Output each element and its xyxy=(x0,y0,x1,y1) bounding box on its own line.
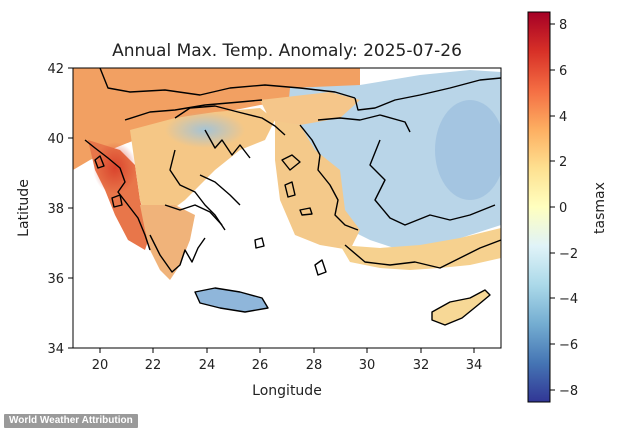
colorbar-tick-label: −2 xyxy=(559,247,578,262)
coast-cyprus xyxy=(431,289,491,326)
coast-kefalonia xyxy=(111,194,123,208)
coast-naxos xyxy=(254,237,265,249)
y-tick: 40 xyxy=(47,132,73,147)
coast-crete xyxy=(194,287,269,313)
coast-corfu xyxy=(94,155,105,169)
x-tick: 32 xyxy=(413,348,430,373)
colorbar-tick: −6 xyxy=(550,338,578,353)
x-tick-label: 28 xyxy=(306,358,323,373)
coast-marmara xyxy=(317,114,411,133)
coast-peloponnese xyxy=(149,234,206,273)
y-axis: 34 36 38 40 42 xyxy=(47,62,73,357)
coast-samos xyxy=(299,207,313,216)
colorbar-tick-label: −8 xyxy=(559,384,578,399)
y-tick-label: 40 xyxy=(47,132,64,147)
colorbar-label: tasmax xyxy=(592,182,608,234)
anomaly-east-cool xyxy=(435,100,501,200)
coast-chios xyxy=(284,181,296,198)
map-title: Annual Max. Temp. Anomaly: 2025-07-26 xyxy=(112,41,462,61)
anomaly-turkey-warm xyxy=(275,120,360,250)
colorbar-tick: 6 xyxy=(550,64,567,79)
anomaly-cyprus xyxy=(432,290,490,325)
colorbar-tick-label: 0 xyxy=(559,201,567,216)
x-tick-label: 32 xyxy=(413,358,430,373)
map-axes: 20 22 24 26 28 30 32 34 Longitude 34 36 … xyxy=(16,62,502,399)
coast-greece-east xyxy=(169,149,226,231)
colorbar-tick-label: −6 xyxy=(559,338,578,353)
x-axis: 20 22 24 26 28 30 32 34 xyxy=(92,348,483,373)
colorbar: 8 6 4 2 0 −2 −4 −6 −8 tasmax xyxy=(527,11,608,403)
colorbar-ramp xyxy=(527,11,551,403)
x-tick: 24 xyxy=(199,348,216,373)
colorbar-tick: 0 xyxy=(550,201,567,216)
anomaly-north-warm xyxy=(73,68,360,170)
coast-chalkidiki xyxy=(204,129,251,159)
colorbar-tick: −8 xyxy=(550,384,578,399)
coast-turkey-inner xyxy=(369,139,496,226)
anomaly-field xyxy=(73,68,501,325)
x-tick-label: 24 xyxy=(199,358,216,373)
colorbar-tick: 8 xyxy=(550,18,567,33)
anomaly-thrace xyxy=(260,92,360,125)
coast-lesbos xyxy=(281,154,301,171)
credit-text: World Weather Attribution xyxy=(9,415,133,426)
coast-rhodes xyxy=(314,259,327,276)
x-tick-label: 26 xyxy=(252,358,269,373)
anomaly-turkey-south xyxy=(340,228,501,270)
y-tick: 42 xyxy=(47,62,73,77)
colorbar-tick-label: 2 xyxy=(559,155,567,170)
x-tick: 22 xyxy=(145,348,162,373)
colorbar-tick: 4 xyxy=(550,110,567,125)
x-tick-label: 34 xyxy=(466,358,483,373)
y-axis-label: Latitude xyxy=(16,179,32,237)
colorbar-tick-label: −4 xyxy=(559,292,578,307)
x-axis-label: Longitude xyxy=(252,383,322,399)
coast-albania-greece xyxy=(84,139,151,251)
coast-evia xyxy=(199,174,241,206)
y-tick-label: 42 xyxy=(47,62,64,77)
x-tick: 28 xyxy=(306,348,323,373)
x-tick: 20 xyxy=(92,348,109,373)
y-tick: 34 xyxy=(47,342,73,357)
x-tick-label: 20 xyxy=(92,358,109,373)
colorbar-tick-label: 8 xyxy=(559,18,567,33)
coast-turkey-south xyxy=(344,239,501,269)
colorbar-tick: −2 xyxy=(550,247,578,262)
coast-bosphorus xyxy=(354,77,501,111)
colorbar-ticks: 8 6 4 2 0 −2 −4 −6 −8 xyxy=(550,18,578,399)
colorbar-tick-label: 4 xyxy=(559,110,567,125)
x-tick-label: 30 xyxy=(359,358,376,373)
coastlines xyxy=(84,68,501,326)
x-tick: 30 xyxy=(359,348,376,373)
y-tick-label: 36 xyxy=(47,272,64,287)
y-tick: 38 xyxy=(47,202,73,217)
x-tick: 26 xyxy=(252,348,269,373)
y-tick-label: 38 xyxy=(47,202,64,217)
coast-aegean-north xyxy=(174,105,286,136)
credit-badge: World Weather Attribution xyxy=(4,414,138,428)
colorbar-tick: 2 xyxy=(550,155,567,170)
x-tick-label: 22 xyxy=(145,358,162,373)
colorbar-tick: −4 xyxy=(550,292,578,307)
y-tick-label: 34 xyxy=(47,342,64,357)
x-tick: 34 xyxy=(466,348,483,373)
colorbar-tick-label: 6 xyxy=(559,64,567,79)
coast-attica xyxy=(164,204,223,226)
coast-turkey-west xyxy=(299,124,359,231)
border-north xyxy=(99,68,356,99)
y-tick: 36 xyxy=(47,272,73,287)
